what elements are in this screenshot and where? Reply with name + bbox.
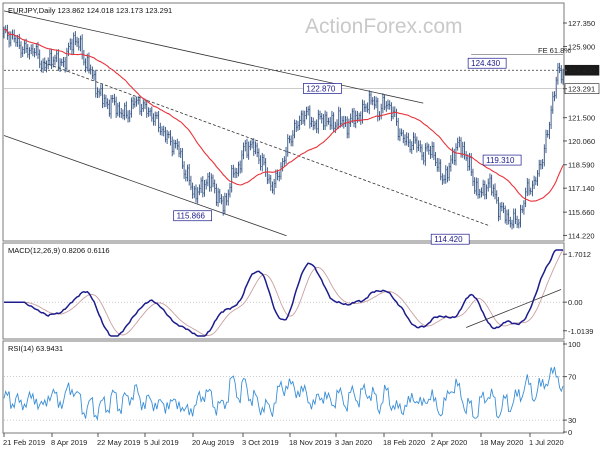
price-panel-frame [2, 2, 565, 242]
pivot-value: 122.870 [306, 84, 335, 93]
price-axis: 127.350 125.900 124.430 123.291 121.500 120.0… [563, 19, 600, 240]
signal-line [4, 249, 564, 336]
rsi-panel-frame [2, 340, 565, 434]
macd-trend-line [466, 289, 562, 328]
ohlc-values: 123.862 124.018 123.173 123.291 [57, 6, 172, 15]
symbol-label: EURJPY,Daily [8, 6, 56, 15]
date-tick-label: 18 May 2020 [480, 438, 523, 447]
price-tick-label: 125.900 [568, 42, 595, 51]
date-tick-label: 18 Feb 2020 [383, 438, 425, 447]
price-tick-label: 115.660 [568, 208, 595, 217]
macd-series [4, 249, 564, 337]
macd-line [4, 249, 563, 337]
pivot-value: 119.310 [486, 156, 515, 165]
rsi-tick-label: 100 [568, 340, 581, 349]
date-tick-label: 3 Oct 2019 [242, 438, 279, 447]
date-axis: 21 Feb 2019 8 Apr 2019 22 May 2019 5 Jul 20… [3, 433, 564, 447]
date-tick-label: 5 Jul 2019 [144, 438, 179, 447]
price-tick-label: 123.291 [568, 85, 595, 94]
pivot-value: 115.866 [177, 212, 206, 221]
price-tick-label: 118.590 [568, 161, 595, 170]
macd-title: MACD(12,26,9) 0.8206 0.6116 [8, 246, 110, 255]
macd-tick-label: 1.7012 [568, 250, 591, 259]
price-tick-label: 121.500 [568, 114, 595, 123]
trend-line [3, 10, 424, 104]
pivot-label: 122.870 [303, 83, 342, 94]
date-tick-label: 2 Apr 2020 [431, 438, 467, 447]
pivot-label: 124.430 [467, 57, 507, 69]
pivot-value: 124.430 [471, 59, 500, 68]
macd-axis: 1.7012 0.00 -1.0139 [563, 250, 593, 336]
price-tick-label: 117.140 [568, 184, 595, 193]
pivot-label: 115.866 [173, 210, 213, 222]
rsi-gridlines [4, 376, 563, 421]
fe-level-label: FE 61.8% [538, 46, 571, 55]
moving-average [3, 28, 564, 202]
rsi-title: RSI(14) 63.9431 [8, 344, 63, 353]
macd-tick-label: 0.00 [568, 298, 583, 307]
pivot-labels: 115.866 122.870 114.420 124.430 119.310 [173, 57, 522, 245]
price-tick-label: 120.060 [568, 137, 595, 146]
trend-line [43, 62, 491, 227]
ma-line [3, 28, 564, 202]
watermark: ActionForex.com [305, 15, 463, 38]
date-tick-label: 3 Jan 2020 [335, 438, 372, 447]
rsi-series [3, 366, 564, 421]
channel-lines [3, 10, 491, 237]
date-tick-label: 21 Feb 2019 [3, 438, 45, 447]
date-tick-label: 1 Jul 2020 [529, 438, 564, 447]
rsi-line [3, 366, 564, 421]
rsi-tick-label: 30 [568, 416, 576, 425]
pivot-label: 119.310 [482, 154, 522, 166]
rsi-tick-label: 70 [568, 373, 576, 382]
trend-line [3, 135, 287, 237]
price-tick-label: 114.220 [568, 231, 595, 240]
pivot-value: 114.420 [434, 235, 463, 244]
pivot-label: 114.420 [430, 233, 470, 245]
rsi-tick-label: 0 [568, 428, 572, 437]
macd-panel-frame [2, 242, 565, 340]
macd-tick-label: -1.0139 [568, 327, 593, 336]
date-tick-label: 8 Apr 2019 [51, 438, 87, 447]
chart-header: EURJPY,Daily 123.862 124.018 123.173 123… [8, 6, 172, 15]
date-tick-label: 18 Nov 2019 [289, 438, 332, 447]
date-tick-label: 20 Aug 2019 [192, 438, 234, 447]
rsi-axis: 100 70 30 0 [563, 340, 581, 437]
price-tick-label: 124.430 [568, 66, 595, 75]
date-tick-label: 22 May 2019 [97, 438, 140, 447]
price-tick-label: 127.350 [568, 19, 595, 28]
